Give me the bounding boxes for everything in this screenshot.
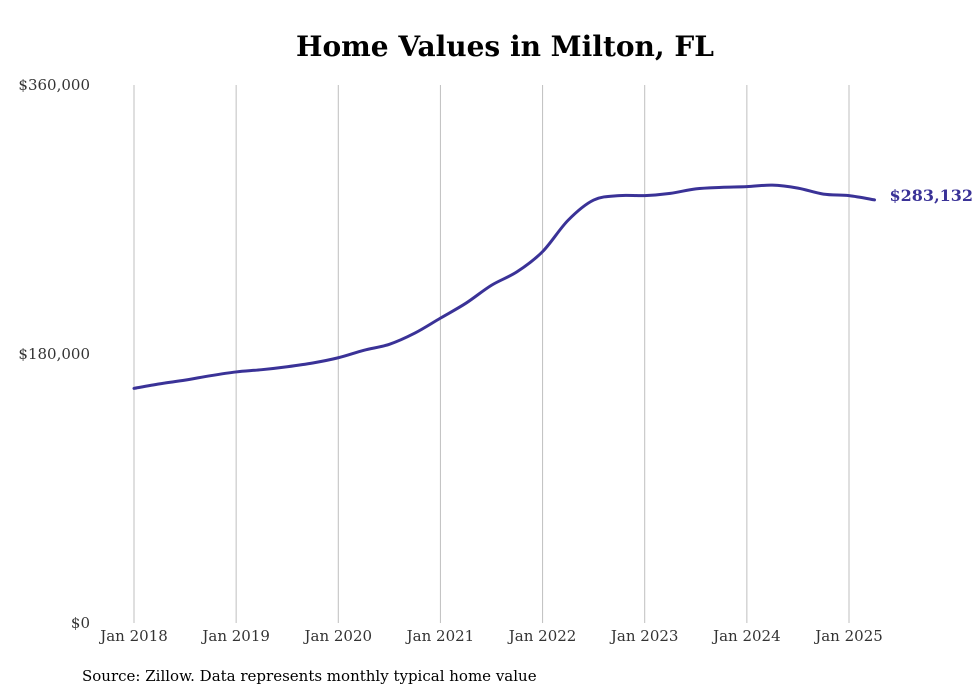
series-line-home-value (132, 183, 877, 390)
x-tick-label: Jan 2020 (303, 627, 373, 645)
y-tick-label: $360,000 (18, 76, 90, 94)
grid-lines (133, 85, 850, 623)
x-tick-label: Jan 2022 (507, 627, 577, 645)
end-value-label: $283,132 (890, 186, 974, 205)
x-tick-label: Jan 2018 (98, 627, 168, 645)
series-layer: $283,132 (132, 183, 974, 390)
x-tick-label: Jan 2024 (711, 627, 781, 645)
source-note: Source: Zillow. Data represents monthly … (82, 667, 537, 685)
x-axis-ticks: Jan 2018 Jan 2019 Jan 2020 Jan 2021 Jan 2022… (98, 627, 883, 645)
x-tick-label: Jan 2021 (405, 627, 475, 645)
x-tick-label: Jan 2019 (200, 627, 270, 645)
chart-title: Home Values in Milton, FL (296, 30, 714, 63)
y-tick-label: $180,000 (18, 345, 90, 363)
y-tick-label: $0 (71, 614, 90, 632)
x-tick-label: Jan 2023 (609, 627, 679, 645)
y-axis-ticks: $0 $180,000 $360,000 (18, 76, 90, 632)
x-tick-label: Jan 2025 (813, 627, 883, 645)
